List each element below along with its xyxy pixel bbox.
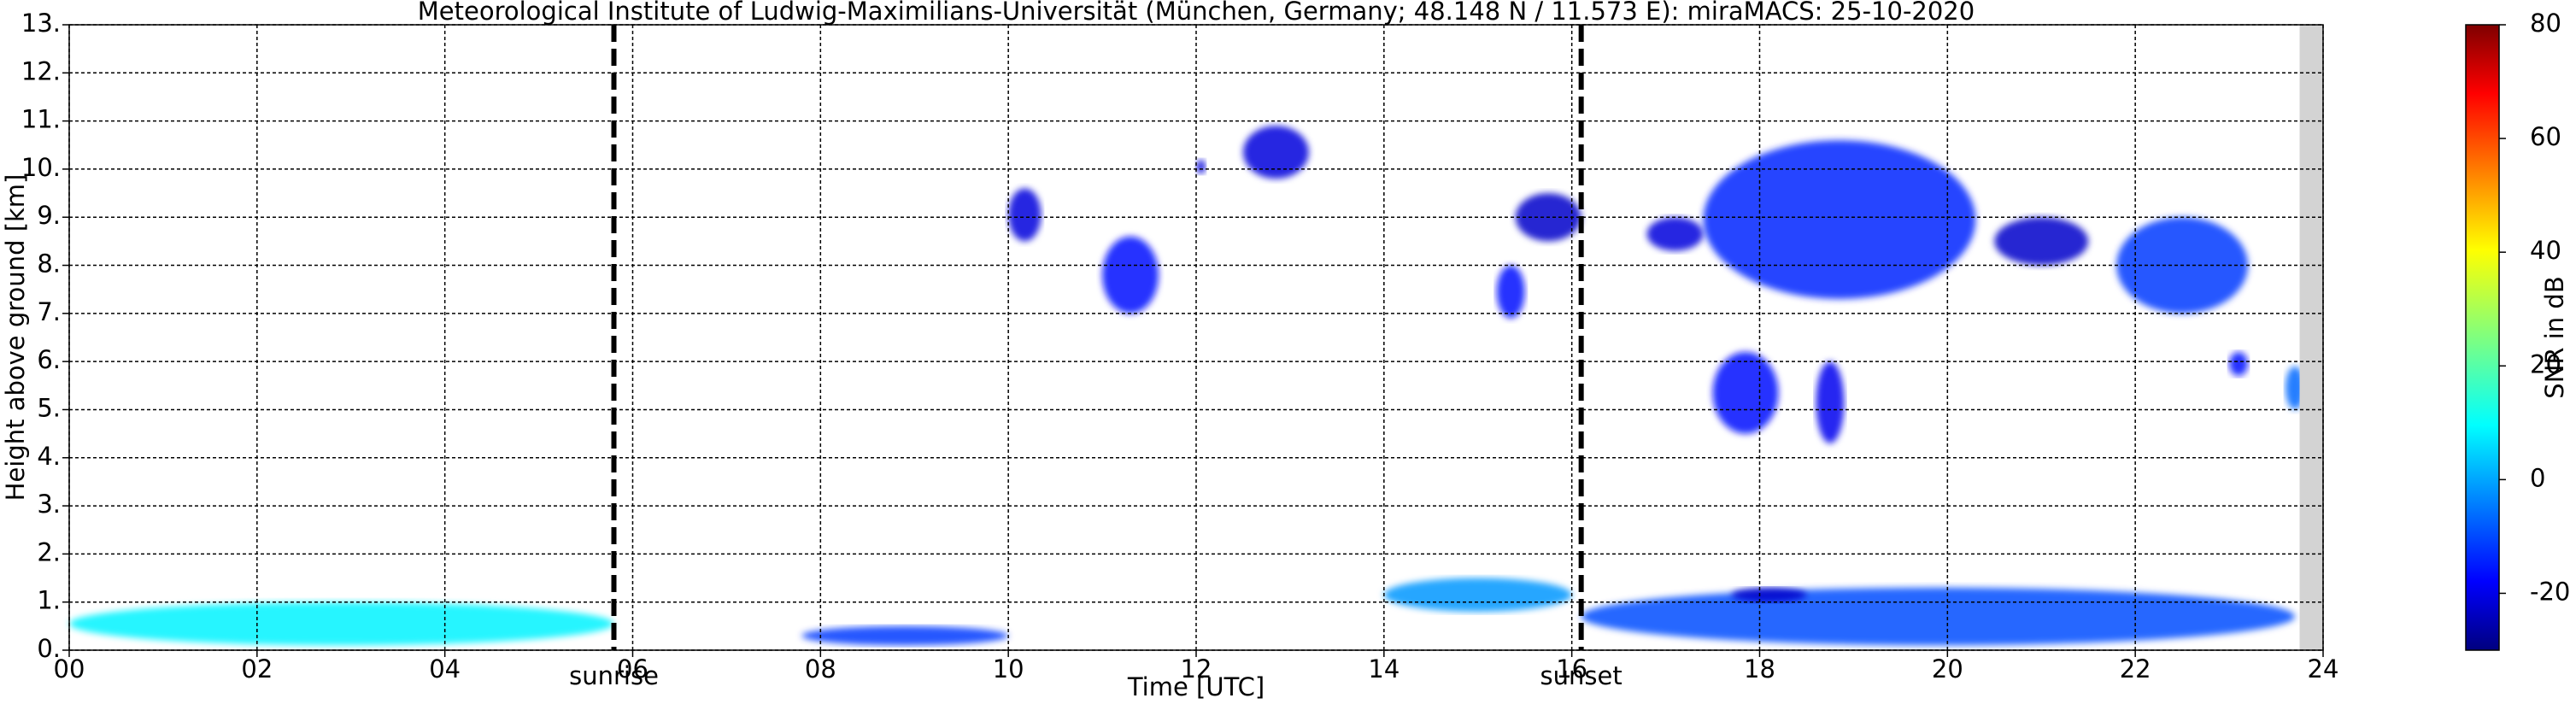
x-tick-label: 14 (1368, 654, 1399, 683)
annotation-label: sunrise (569, 661, 659, 690)
y-tick-label: 12. (21, 56, 61, 85)
echo (1731, 587, 1807, 602)
echo (1581, 587, 2296, 646)
y-tick-label: 8. (37, 249, 61, 279)
colorbar-tick-label: 40 (2530, 236, 2561, 265)
y-tick-label: 0. (37, 634, 61, 663)
echo (1703, 140, 1976, 299)
colorbar-tick-label: 60 (2530, 122, 2561, 151)
no-data (2299, 25, 2323, 650)
y-tick-label: 10. (21, 153, 61, 182)
y-tick-label: 7. (37, 297, 61, 326)
y-tick-label: 5. (37, 393, 61, 422)
y-tick-label: 4. (37, 442, 61, 471)
echo (1994, 217, 2089, 266)
echo (1102, 236, 1159, 314)
x-tick-label: 04 (429, 654, 461, 683)
echo (69, 601, 614, 646)
x-tick-label: 06 (617, 654, 648, 683)
y-tick-label: 2. (37, 537, 61, 566)
echo (1712, 351, 1779, 434)
echo (1196, 159, 1206, 174)
x-tick-label: 18 (1744, 654, 1775, 683)
y-tick-label: 11. (21, 105, 61, 134)
annotation-label: sunset (1540, 661, 1622, 690)
colorbar-tick-label: 80 (2530, 9, 2561, 38)
x-tick-label: 20 (1932, 654, 1963, 683)
x-tick-label: 22 (2120, 654, 2151, 683)
x-tick-label: 12 (1181, 654, 1212, 683)
x-tick-label: 00 (54, 654, 85, 683)
x-tick-label: 08 (805, 654, 836, 683)
colorbar-tick-label: 0 (2530, 463, 2545, 492)
echo (1496, 265, 1525, 319)
colorbar-frame (2465, 24, 2500, 651)
x-tick-label: 24 (2308, 654, 2339, 683)
plot-frame (68, 24, 2324, 651)
echo (1242, 126, 1309, 179)
x-tick-label: 02 (241, 654, 273, 683)
echo (1008, 188, 1042, 242)
y-tick-label: 6. (37, 345, 61, 374)
chart-title: Meteorological Institute of Ludwig-Maxim… (418, 0, 1975, 26)
colorbar-tick-label: -20 (2530, 577, 2570, 606)
echo (1646, 217, 1704, 251)
echo (801, 625, 1009, 646)
y-axis-label: Height above ground [km] (1, 174, 30, 502)
x-axis-label: Time [UTC] (1127, 672, 1265, 701)
echo (1816, 361, 1845, 443)
colorbar-tick-label: 20 (2530, 349, 2561, 378)
y-tick-label: 13. (21, 9, 61, 38)
echo (2229, 351, 2249, 377)
y-tick-label: 1. (37, 586, 61, 615)
y-tick-label: 9. (37, 201, 61, 230)
y-tick-label: 3. (37, 490, 61, 519)
x-tick-label: 10 (993, 654, 1024, 683)
x-tick-label: 16 (1556, 654, 1587, 683)
colorbar-label: SNR in dB (2540, 276, 2569, 398)
colorbar (2466, 25, 2499, 650)
echo (1383, 578, 1572, 612)
